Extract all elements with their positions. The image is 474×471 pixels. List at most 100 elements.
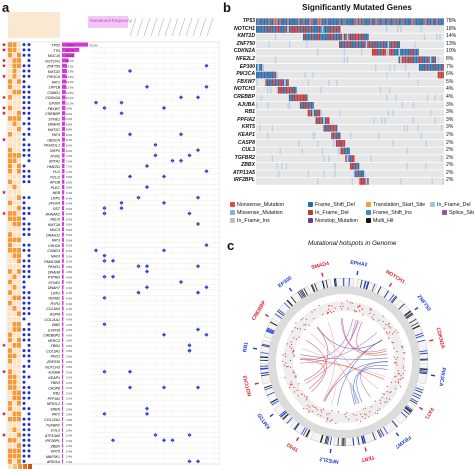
mutation-point [292, 350, 294, 353]
oncoplot-cell [263, 71, 266, 79]
legend-item: Nonsense_Mutation [230, 202, 284, 208]
a-heat-cell [17, 432, 21, 438]
link-curve [350, 319, 359, 342]
mutation-point [300, 319, 302, 321]
gene-tick [265, 330, 274, 335]
mutation-point [372, 318, 374, 321]
a-freq-bar [62, 74, 67, 79]
oncoplot-cell [326, 26, 328, 33]
oncoplot-cell [256, 64, 258, 71]
oncoplot-cell [378, 132, 380, 140]
a-heat-cell [17, 126, 21, 132]
a-freq-label: 5.6% [66, 233, 73, 237]
gene-tick [404, 406, 412, 413]
oncoplot-cell [411, 56, 413, 64]
a-dot [22, 280, 26, 284]
oncoplot-cell [359, 170, 361, 178]
a-legend-swatch [8, 464, 12, 469]
gene-tick [260, 371, 269, 374]
mutation-point [344, 413, 346, 416]
oncoplot-cell [279, 86, 281, 94]
a-gene-label: COL6A3 [46, 307, 60, 311]
a-heat-cell [8, 401, 12, 406]
gene-tick [298, 290, 304, 298]
a-heat-cell [17, 348, 21, 353]
a-gene-label: KEAP1 [48, 376, 60, 380]
a-freq-bar [62, 142, 65, 147]
oncoplot-cell [404, 48, 407, 56]
a-heat-cell [17, 248, 21, 253]
mutation-point [293, 355, 295, 357]
oncoplot-percentage: 4% [446, 93, 454, 100]
oncoplot-cell [429, 18, 432, 26]
oncoplot-cell [270, 71, 272, 79]
oncoplot-cell [273, 18, 275, 26]
gene-tick [415, 334, 424, 339]
mutation-point [301, 393, 303, 396]
oncoplot-cell [356, 18, 358, 26]
mutation-point [361, 415, 363, 418]
mutation-point [386, 333, 388, 335]
a-heat-cell [8, 153, 12, 158]
gene-tick [419, 371, 428, 374]
oncoplot-cell [375, 18, 377, 26]
oncoplot-cell [270, 18, 272, 26]
link-curve [349, 382, 360, 405]
oncoplot-percentage: 2% [446, 154, 454, 161]
oncoplot-cell [328, 18, 330, 26]
oncoplot-cell [398, 18, 400, 26]
oncoplot-cell [389, 41, 391, 48]
oncoplot-cell [292, 18, 294, 26]
oncoplot-cell [287, 26, 289, 33]
oncoplot-cell [285, 86, 288, 94]
oncoplot-cell [343, 147, 346, 155]
a-heat-cell [17, 422, 21, 427]
oncoplot-cell [277, 26, 280, 33]
gene-tick [290, 296, 297, 304]
a-dot [22, 375, 26, 379]
a-freq-label: 5.6% [66, 223, 73, 227]
oncoplot-cell [266, 18, 269, 26]
gene-tick [359, 279, 363, 288]
gene-tick [410, 322, 419, 327]
a-heat-cell [17, 242, 21, 248]
a-gene-label: XIRP2 [49, 149, 60, 153]
oncoplot-cell [440, 64, 443, 71]
oncoplot-cell [404, 18, 407, 26]
oncoplot-cell [265, 18, 267, 26]
oncoplot-cell [284, 18, 286, 26]
a-dot [22, 217, 26, 221]
a-heat-cell [17, 406, 21, 411]
mutation-point [326, 312, 329, 315]
oncoplot-cell [395, 41, 397, 48]
oncoplot-cell [428, 56, 430, 64]
oncoplot-cell [351, 178, 353, 185]
gene-tick [409, 399, 418, 405]
oncoplot-cell [392, 18, 394, 26]
oncoplot-cell [442, 18, 444, 26]
oncoplot-cell [403, 48, 405, 56]
mutation-point [402, 367, 404, 369]
a-freq-bar [62, 454, 63, 459]
gene-tick [325, 279, 329, 288]
a-heat-cell [8, 174, 12, 179]
mutation-point [306, 408, 308, 410]
oncoplot-cell [263, 26, 266, 33]
gene-tick [277, 310, 284, 317]
a-freq-bar [62, 68, 67, 74]
mutation-point [384, 401, 386, 403]
a-freq-label: 10.4% [66, 96, 74, 100]
mutation-point [315, 407, 317, 409]
a-header-box [88, 16, 128, 28]
gene-tick [279, 410, 286, 417]
oncoplot-cell [343, 48, 346, 56]
oncoplot-cell [411, 18, 413, 26]
a-dot [22, 90, 26, 94]
oncoplot-cell [301, 18, 303, 26]
gene-tick [266, 391, 275, 396]
a-freq-label: 7.2% [66, 165, 73, 169]
gene-tick [405, 406, 413, 412]
a-dot [22, 338, 26, 342]
mutation-point [402, 377, 404, 379]
panel-c-label: c [227, 238, 235, 253]
